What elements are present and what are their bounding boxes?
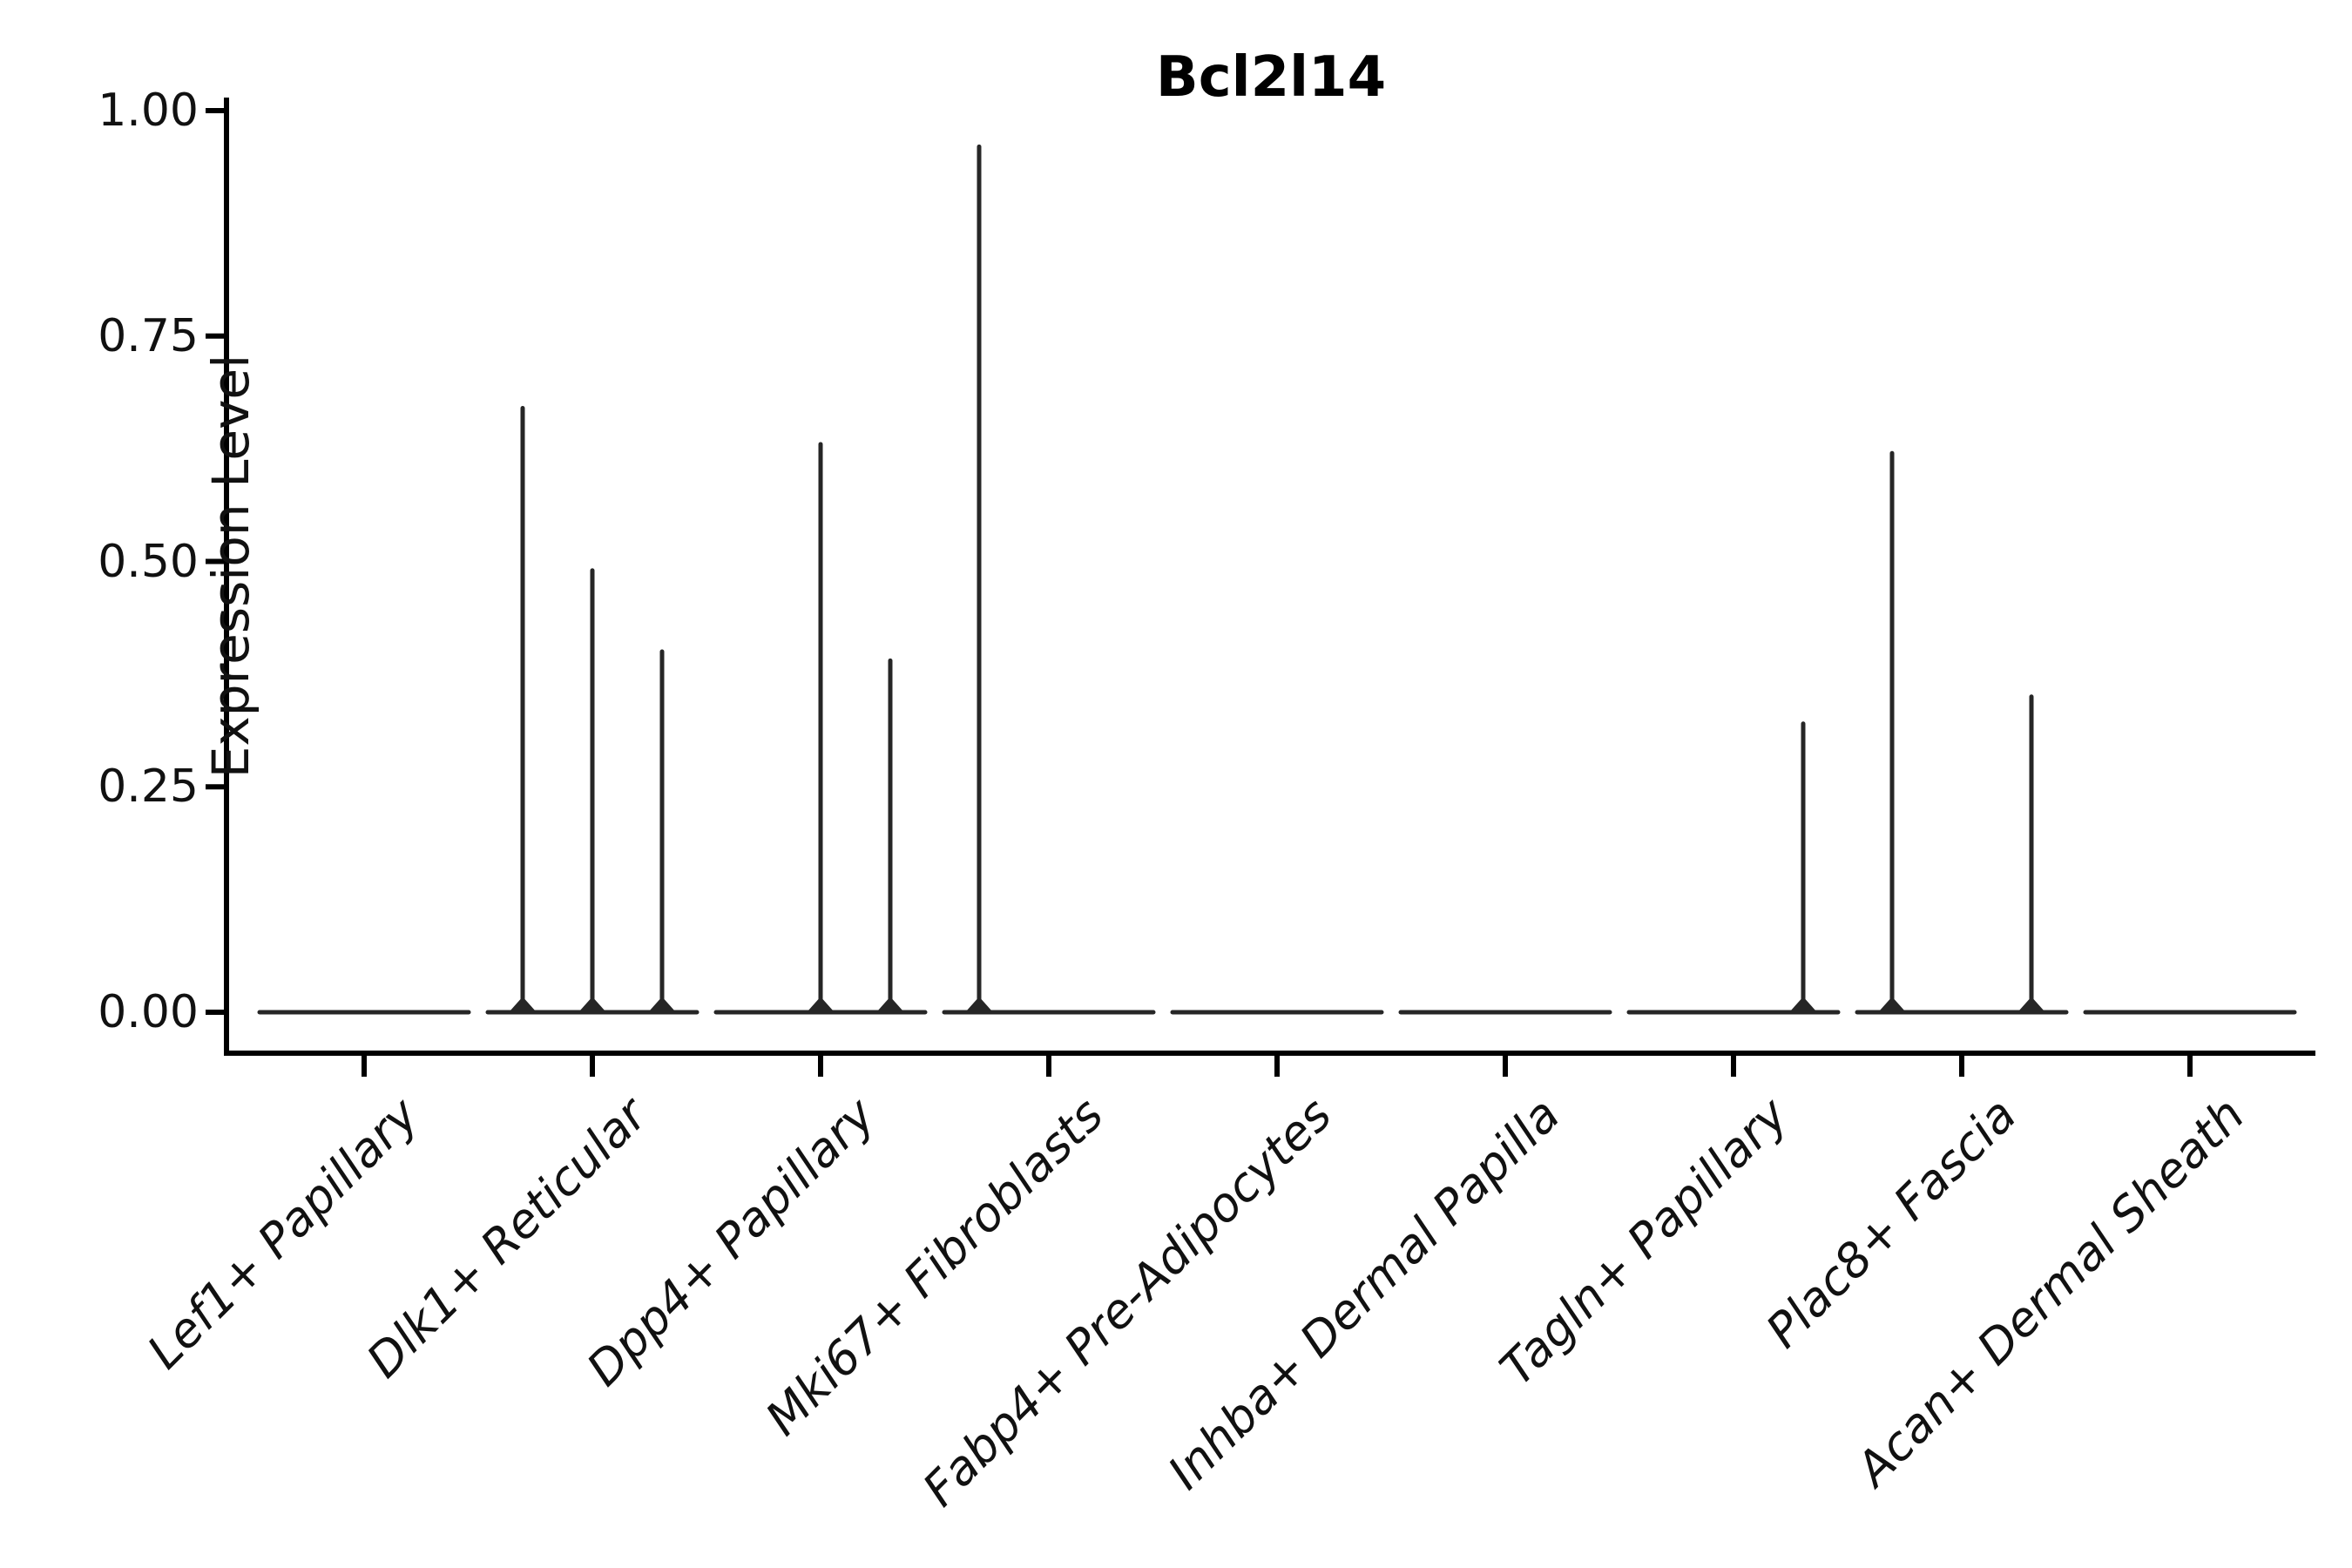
y-tick-label: 0.00 <box>98 986 199 1038</box>
violin-spike-tip <box>2029 694 2034 700</box>
violin-spike-tip <box>1801 721 1806 727</box>
violin-spike-tip <box>659 649 665 654</box>
y-tick-label: 1.00 <box>98 84 199 137</box>
violin-spike <box>579 570 605 1013</box>
violin-spike-tip <box>888 658 893 663</box>
y-tick-label: 0.50 <box>98 535 199 588</box>
violin-spike-tip <box>520 406 525 411</box>
violin-spike-tip <box>818 442 823 447</box>
violin-spike <box>1790 723 1816 1013</box>
violin-spike <box>966 146 992 1013</box>
y-tick-label: 0.25 <box>98 760 199 814</box>
violin-spike-tip <box>590 568 595 573</box>
violin-spike <box>808 443 834 1013</box>
violin-spike <box>877 660 903 1013</box>
violin-spike <box>1879 453 1905 1013</box>
violin-spike <box>2018 696 2044 1013</box>
violin-spike-tip <box>1889 450 1895 456</box>
violin-spike <box>510 408 536 1013</box>
plot-title: Bcl2l14 <box>1155 45 1387 110</box>
y-axis-label: Expression Level <box>201 354 261 779</box>
violin-spike <box>649 652 675 1013</box>
y-tick-label: 0.75 <box>98 309 199 362</box>
violin-spike-tip <box>977 144 982 149</box>
